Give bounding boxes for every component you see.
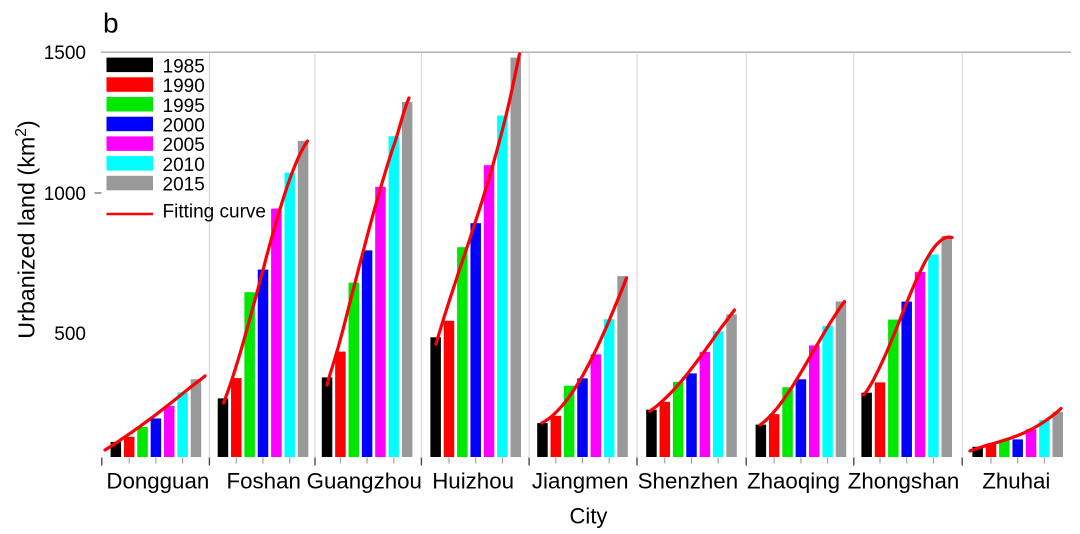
svg-text:2005: 2005: [163, 135, 205, 156]
svg-text:Zhuhai: Zhuhai: [982, 469, 1050, 494]
svg-text:Zhongshan: Zhongshan: [848, 469, 960, 494]
svg-text:Dongguan: Dongguan: [106, 469, 209, 494]
svg-text:Guangzhou: Guangzhou: [307, 469, 422, 494]
svg-text:2000: 2000: [163, 116, 205, 137]
svg-text:500: 500: [54, 324, 86, 345]
svg-text:Zhaoqing: Zhaoqing: [747, 469, 840, 494]
svg-text:Huizhou: Huizhou: [432, 469, 514, 494]
svg-text:b: b: [103, 8, 119, 39]
svg-text:1000: 1000: [44, 184, 86, 205]
svg-text:Jiangmen: Jiangmen: [532, 469, 629, 494]
svg-text:Shenzhen: Shenzhen: [638, 469, 738, 494]
svg-text:2015: 2015: [163, 175, 205, 196]
svg-text:Foshan: Foshan: [227, 469, 301, 494]
svg-text:Urbanized land (km2): Urbanized land (km2): [13, 120, 40, 339]
svg-text:1985: 1985: [163, 56, 205, 77]
svg-text:1995: 1995: [163, 96, 205, 117]
svg-text:1500: 1500: [44, 43, 86, 64]
svg-text:Fitting curve: Fitting curve: [163, 202, 266, 223]
svg-text:1990: 1990: [163, 76, 205, 97]
svg-text:2010: 2010: [163, 155, 205, 176]
svg-text:City: City: [570, 504, 608, 529]
